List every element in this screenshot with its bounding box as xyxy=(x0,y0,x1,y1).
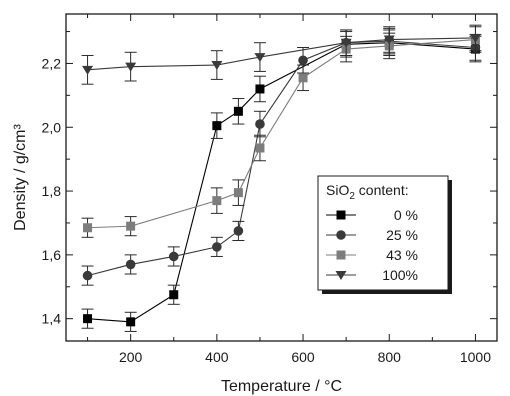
x-tick-label: 200 xyxy=(119,349,143,365)
y-axis-title: Density / g/cm³ xyxy=(12,123,29,230)
data-point xyxy=(233,106,243,116)
data-point xyxy=(126,317,136,327)
x-tick-label: 600 xyxy=(291,349,315,365)
data-point xyxy=(233,226,244,236)
legend-entry: 43 % xyxy=(326,247,418,263)
data-point xyxy=(83,314,93,324)
x-axis-title: Temperature / °C xyxy=(221,378,342,395)
legend-marker xyxy=(336,210,346,220)
data-point xyxy=(212,242,222,252)
legend-entry: 0 % xyxy=(326,207,418,223)
data-point xyxy=(298,73,308,83)
data-point xyxy=(233,188,243,198)
y-tick-label: 1,6 xyxy=(42,247,62,263)
legend-label: 25 % xyxy=(386,227,418,243)
legend-marker xyxy=(336,250,346,260)
data-point xyxy=(83,223,93,233)
data-point xyxy=(255,119,265,129)
legend-title-subscript: 2 xyxy=(349,191,355,202)
legend-label: 100% xyxy=(382,267,418,283)
data-point xyxy=(469,33,481,43)
data-point xyxy=(126,221,136,231)
legend-marker xyxy=(336,230,346,240)
legend: SiO2 content: 0 % 25 % 43 % 100% xyxy=(317,175,452,294)
data-point xyxy=(125,259,136,270)
legend-title-suffix: content: xyxy=(355,182,409,198)
ticks-layer xyxy=(66,14,497,341)
y-tick-label: 2,0 xyxy=(42,119,62,135)
legend-entry: 100% xyxy=(326,267,418,283)
data-point xyxy=(340,38,352,48)
data-point xyxy=(125,62,137,72)
data-point xyxy=(82,65,94,75)
x-tick-label: 800 xyxy=(378,349,402,365)
plot-frame xyxy=(65,13,498,342)
legend-title: SiO2 content: xyxy=(326,182,409,202)
data-point xyxy=(212,196,222,206)
legend-label: 43 % xyxy=(386,247,418,263)
data-point xyxy=(254,53,266,63)
legend-title-prefix: SiO xyxy=(326,182,349,198)
data-point xyxy=(168,251,179,262)
x-tick-label: 1000 xyxy=(460,349,491,365)
tick-labels: 200 400 600 800 1000 1,4 1,6 1,8 2,0 2,2 xyxy=(42,55,492,365)
data-point xyxy=(82,270,93,281)
y-tick-label: 1,8 xyxy=(42,183,62,199)
y-tick-label: 2,2 xyxy=(42,55,62,71)
y-tick-label: 1,4 xyxy=(42,311,62,327)
series-layer xyxy=(81,24,482,332)
data-point xyxy=(383,35,395,45)
data-point xyxy=(211,61,223,71)
x-tick-label: 400 xyxy=(205,349,229,365)
series-line xyxy=(87,40,476,277)
legend-entries: 0 % 25 % 43 % 100% xyxy=(326,207,418,283)
data-point xyxy=(212,121,222,131)
data-point xyxy=(255,143,265,153)
series-3 xyxy=(81,24,482,85)
legend-label: 0 % xyxy=(394,207,418,223)
legend-entry: 25 % xyxy=(326,227,418,243)
legend-marker xyxy=(335,271,347,280)
data-point xyxy=(298,55,308,66)
data-point xyxy=(255,84,265,94)
data-point xyxy=(169,290,179,300)
